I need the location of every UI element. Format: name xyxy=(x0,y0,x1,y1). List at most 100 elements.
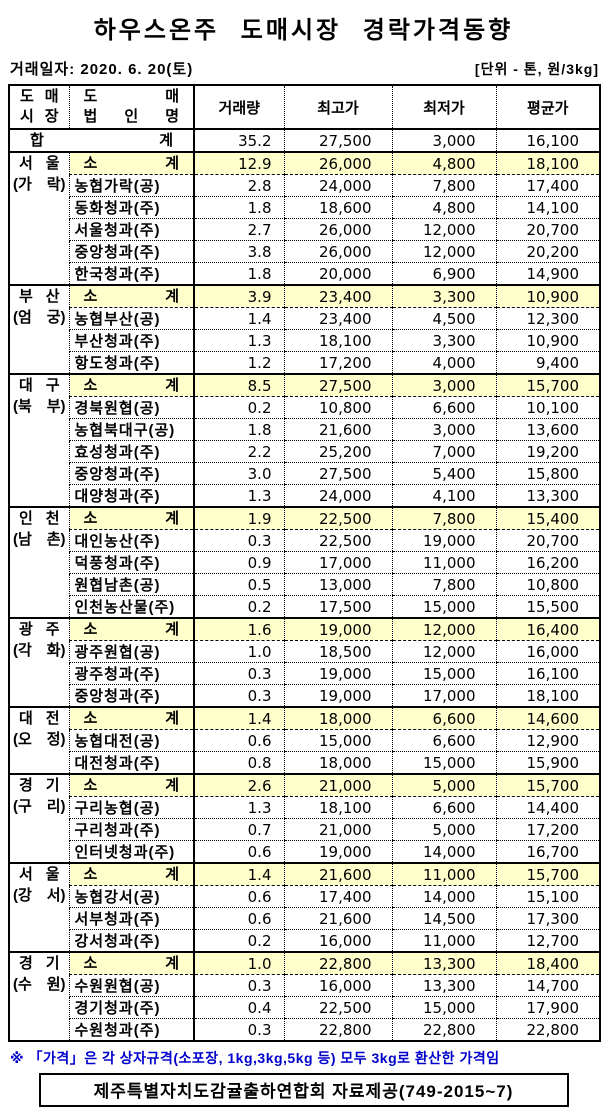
corp-name-cell: 동화청과(주) xyxy=(68,196,194,219)
avg-cell: 17,200 xyxy=(495,818,600,841)
low-cell: 22,800 xyxy=(391,1018,496,1042)
avg-cell: 10,100 xyxy=(495,396,600,419)
low-cell: 7,800 xyxy=(391,507,496,530)
avg-cell: 10,800 xyxy=(495,573,600,596)
avg-cell: 18,100 xyxy=(495,684,600,708)
low-cell: 4,800 xyxy=(391,152,496,175)
low-cell: 5,400 xyxy=(391,462,496,485)
corp-name-cell: 인천농산물(주) xyxy=(68,595,194,619)
high-cell: 27,500 xyxy=(283,462,392,485)
company-row: 농협북대구(공) 1.8 21,600 3,000 13,600 xyxy=(9,418,600,441)
high-cell: 19,000 xyxy=(283,662,392,685)
company-row: 효성청과(주) 2.2 25,200 7,000 19,200 xyxy=(9,440,600,463)
high-cell: 23,400 xyxy=(283,307,392,330)
volume-cell: 1.3 xyxy=(193,484,284,508)
company-row: 수원청과(주) 0.3 22,800 22,800 22,800 xyxy=(9,1018,600,1042)
company-row: 항도청과(주) 1.2 17,200 4,000 9,400 xyxy=(9,351,600,375)
low-cell: 7,000 xyxy=(391,440,496,463)
corp-name-cell: 덕풍청과(주) xyxy=(68,551,194,574)
high-cell: 27,500 xyxy=(283,374,392,397)
company-row: 부산청과(주) 1.3 18,100 3,300 10,900 xyxy=(9,329,600,352)
low-cell: 15,000 xyxy=(391,662,496,685)
market-location: (오 정) xyxy=(13,731,66,748)
volume-cell: 0.3 xyxy=(193,684,284,708)
high-cell: 22,800 xyxy=(283,952,392,975)
high-cell: 18,500 xyxy=(283,640,392,663)
low-cell: 11,000 xyxy=(391,863,496,886)
low-cell: 15,000 xyxy=(391,595,496,619)
high-cell: 22,500 xyxy=(283,529,392,552)
corp-name-cell: 수원청과(주) xyxy=(68,1018,194,1042)
avg-cell: 18,400 xyxy=(495,952,600,975)
avg-cell: 13,300 xyxy=(495,484,600,508)
low-cell: 6,900 xyxy=(391,262,496,286)
corp-name-cell: 효성청과(주) xyxy=(68,440,194,463)
corp-name-cell: 중앙청과(주) xyxy=(68,684,194,708)
company-row: 중앙청과(주) 3.8 26,000 12,000 20,200 xyxy=(9,240,600,263)
avg-cell: 17,400 xyxy=(495,174,600,197)
low-cell: 11,000 xyxy=(391,551,496,574)
company-row: 대전청과(주) 0.8 18,000 15,000 15,900 xyxy=(9,751,600,775)
corp-name-cell: 광주원협(공) xyxy=(68,640,194,663)
high-cell: 26,000 xyxy=(283,218,392,241)
high-cell: 18,100 xyxy=(283,796,392,819)
low-cell: 12,000 xyxy=(391,240,496,263)
volume-cell: 2.7 xyxy=(193,218,284,241)
avg-cell: 18,100 xyxy=(495,152,600,175)
avg-cell: 10,900 xyxy=(495,329,600,352)
low-cell: 11,000 xyxy=(391,929,496,953)
market-cell: 대 구 (북 부) xyxy=(9,374,69,508)
high-cell: 21,000 xyxy=(283,818,392,841)
market-cell: 광 주 (각 화) xyxy=(9,618,69,708)
volume-cell: 1.2 xyxy=(193,351,284,375)
header-high: 최고가 xyxy=(283,85,392,130)
low-cell: 4,500 xyxy=(391,307,496,330)
volume-cell: 2.2 xyxy=(193,440,284,463)
market-location: (강 서) xyxy=(13,887,66,904)
low-cell: 12,000 xyxy=(391,618,496,641)
low-cell: 3,000 xyxy=(391,374,496,397)
company-row: 중앙청과(주) 3.0 27,500 5,400 15,800 xyxy=(9,462,600,485)
company-row: 농협강서(공) 0.6 17,400 14,000 15,100 xyxy=(9,885,600,908)
avg-cell: 15,100 xyxy=(495,885,600,908)
low-cell: 7,800 xyxy=(391,174,496,197)
avg-cell: 20,700 xyxy=(495,529,600,552)
low-cell: 7,800 xyxy=(391,573,496,596)
header-avg: 평균가 xyxy=(495,85,600,130)
subtotal-row: 광 주 (각 화) 소 계 1.6 19,000 12,000 16,400 xyxy=(9,618,600,708)
market-cell: 경 기 (수 원) xyxy=(9,952,69,1042)
company-row: 구리농협(공) 1.3 18,100 6,600 14,400 xyxy=(9,796,600,819)
low-cell: 5,000 xyxy=(391,818,496,841)
high-cell: 17,500 xyxy=(283,595,392,619)
volume-cell: 0.3 xyxy=(193,662,284,685)
avg-cell: 16,200 xyxy=(495,551,600,574)
corp-name-cell: 구리농협(공) xyxy=(68,796,194,819)
volume-cell: 0.3 xyxy=(193,529,284,552)
company-row: 경기청과(주) 0.4 22,500 15,000 17,900 xyxy=(9,996,600,1019)
low-cell: 14,500 xyxy=(391,907,496,930)
low-cell: 17,000 xyxy=(391,684,496,708)
corp-name-cell: 대인농산(주) xyxy=(68,529,194,552)
corp-name-cell: 경북원협(공) xyxy=(68,396,194,419)
volume-cell: 0.6 xyxy=(193,907,284,930)
avg-cell: 15,800 xyxy=(495,462,600,485)
source-box: 제주특별자치도감귤출하연합회 자료제공(749-2015~7) xyxy=(38,1073,569,1107)
volume-cell: 2.6 xyxy=(193,774,284,797)
high-cell: 17,400 xyxy=(283,885,392,908)
price-note: ※ 「가격」은 각 상자규격(소포장, 1kg,3kg,5kg 등) 모두 3k… xyxy=(10,1050,500,1066)
low-cell: 4,100 xyxy=(391,484,496,508)
